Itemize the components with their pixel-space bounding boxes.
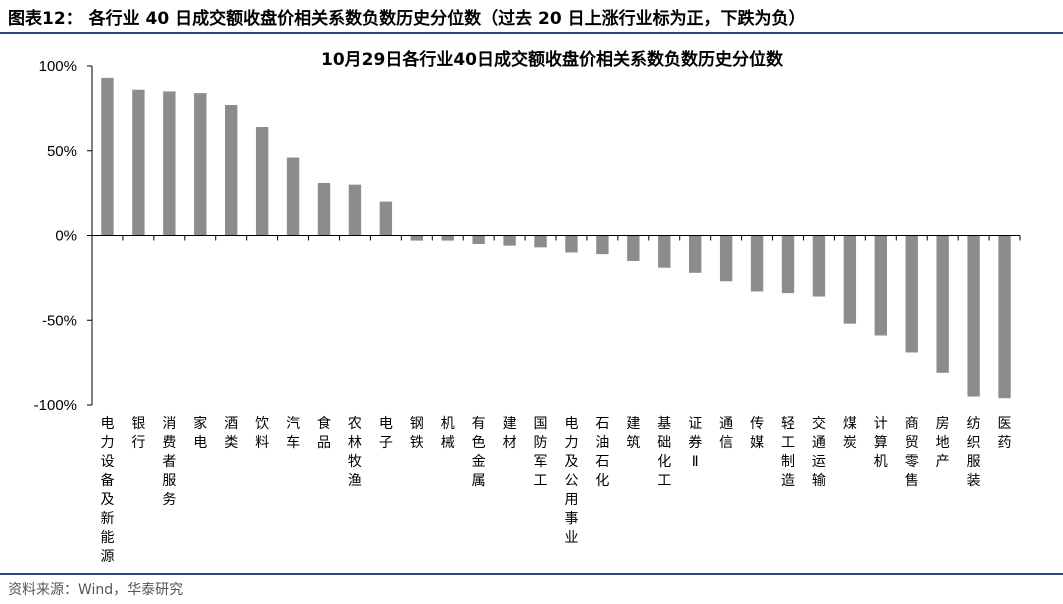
bar (163, 91, 176, 236)
y-axis: 100% 50% 0% -50% -100% (34, 58, 93, 414)
y-tick-label: -50% (42, 312, 77, 329)
x-tick-label: 计算机 (874, 416, 888, 470)
y-tick-label: -100% (34, 397, 77, 414)
source-note: 资料来源：Wind，华泰研究 (8, 582, 184, 598)
x-tick-label: 汽车 (286, 416, 300, 451)
x-tick-label: 交通运输 (812, 415, 826, 489)
bar (101, 77, 114, 236)
bar (255, 127, 269, 236)
bar (812, 235, 826, 297)
x-tick-label: 酒类 (224, 416, 238, 451)
bar-chart: 10月29日各行业40日成交额收盘价相关系数负数历史分位数 100% 50% 0% -… (34, 49, 1021, 565)
bar (565, 235, 578, 253)
x-tick-label: 轻工制造 (781, 416, 795, 489)
y-tick-label: 50% (47, 143, 77, 160)
bar (503, 235, 516, 246)
bar (286, 157, 300, 236)
bar (225, 104, 238, 236)
x-tick-label: 电力设备及新能源 (100, 416, 114, 565)
bar (843, 235, 857, 324)
bar (874, 235, 887, 336)
bar (998, 235, 1011, 399)
bar (750, 235, 764, 292)
x-tick-label: 煤炭 (843, 416, 857, 451)
bottom-rule (0, 573, 1063, 575)
x-tick-label: 建材 (503, 416, 517, 451)
x-tick-label: 商贸零售 (905, 416, 919, 489)
bar (936, 235, 949, 373)
figure-title: 图表12： 各行业 40 日成交额收盘价相关系数负数历史分位数（过去 20 日上… (8, 9, 806, 29)
bar (627, 235, 640, 261)
bar (658, 235, 671, 268)
x-tick-label: 消费者服务 (162, 416, 176, 508)
x-tick-label: 房地产 (936, 416, 950, 470)
bar (132, 89, 145, 236)
x-tick-label: 饮料 (255, 416, 269, 451)
x-tick-label: 传媒 (750, 416, 764, 451)
bar (379, 201, 393, 236)
x-tick-label: 国防军工 (534, 416, 548, 489)
x-tick-label: 医药 (998, 416, 1012, 451)
x-tick-label: 通信 (719, 416, 733, 451)
bar (905, 235, 918, 353)
x-tick-label: 基础化工 (657, 415, 671, 489)
bar (596, 235, 609, 255)
x-tick-label: 电子 (379, 416, 393, 451)
bar (719, 235, 733, 282)
bar (317, 182, 331, 236)
bar (967, 235, 980, 397)
x-tick-label: 建筑 (626, 416, 640, 451)
bar (410, 235, 423, 241)
x-tick-label: 食品 (317, 415, 331, 451)
top-rule (0, 32, 1063, 34)
x-tick-label: 钢铁 (410, 416, 424, 451)
bar (534, 235, 547, 248)
x-tick-label: 机械 (441, 416, 455, 451)
bars (101, 77, 1011, 399)
x-tick-label: 家电 (193, 415, 207, 451)
chart-title: 10月29日各行业40日成交额收盘价相关系数负数历史分位数 (321, 49, 784, 70)
x-tick-label: 石油石化 (595, 416, 609, 489)
x-tick-label: 农林牧渔 (348, 416, 362, 489)
x-tick-label: 电力及公用事业 (564, 416, 578, 546)
bar (348, 184, 362, 236)
bar (689, 235, 702, 273)
x-tick-label: 有色金属 (472, 416, 486, 489)
bar (441, 235, 454, 241)
bar (472, 235, 485, 244)
bar (781, 235, 795, 294)
x-tick-label: 纺织服装 (967, 416, 981, 489)
x-tick-label: 银行 (131, 416, 145, 451)
y-tick-label: 100% (39, 58, 77, 75)
bar (194, 93, 207, 236)
y-tick-label: 0% (55, 228, 77, 245)
x-tick-label: 证券 Ⅱ (688, 416, 702, 470)
